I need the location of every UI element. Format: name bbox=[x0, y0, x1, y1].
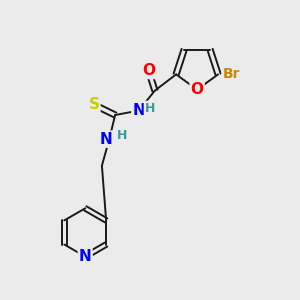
Text: N: N bbox=[100, 132, 113, 147]
Text: N: N bbox=[79, 249, 92, 264]
Text: H: H bbox=[145, 102, 155, 115]
Text: S: S bbox=[88, 97, 100, 112]
Text: O: O bbox=[190, 82, 204, 97]
Text: H: H bbox=[116, 129, 127, 142]
Text: O: O bbox=[142, 63, 155, 78]
Text: Br: Br bbox=[223, 68, 240, 81]
Text: N: N bbox=[132, 103, 145, 118]
